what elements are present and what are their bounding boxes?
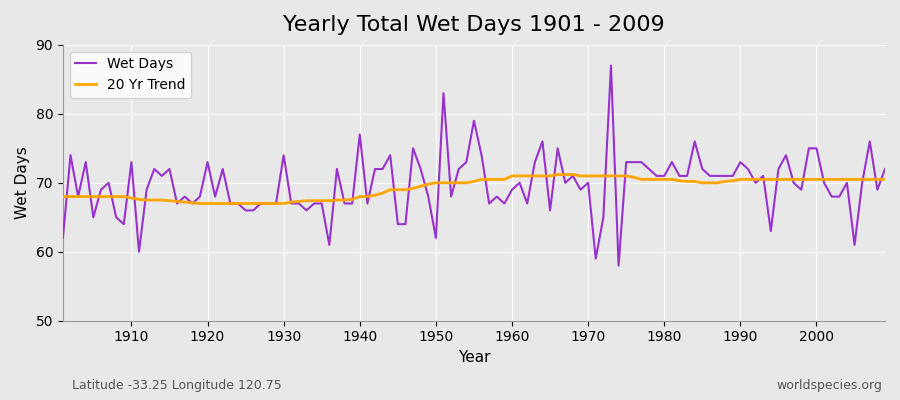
Wet Days [598, 215, 608, 220]
Title: Yearly Total Wet Days 1901 - 2009: Yearly Total Wet Days 1901 - 2009 [284, 15, 665, 35]
Wet Days [606, 63, 616, 68]
Wet Days [58, 236, 68, 240]
Text: worldspecies.org: worldspecies.org [776, 379, 882, 392]
Legend: Wet Days, 20 Yr Trend: Wet Days, 20 Yr Trend [70, 52, 192, 98]
20 Yr Trend [194, 201, 205, 206]
20 Yr Trend [879, 177, 890, 182]
Wet Days [879, 167, 890, 172]
Wet Days [286, 201, 297, 206]
20 Yr Trend [119, 194, 130, 199]
Y-axis label: Wet Days: Wet Days [15, 146, 30, 219]
Wet Days [507, 187, 517, 192]
20 Yr Trend [553, 172, 563, 177]
Line: 20 Yr Trend: 20 Yr Trend [63, 174, 885, 204]
Wet Days [613, 263, 624, 268]
Wet Days [331, 167, 342, 172]
20 Yr Trend [293, 199, 304, 204]
X-axis label: Year: Year [458, 350, 491, 365]
20 Yr Trend [58, 194, 68, 199]
20 Yr Trend [613, 174, 624, 178]
Wet Days [499, 201, 509, 206]
Wet Days [119, 222, 130, 226]
20 Yr Trend [507, 174, 517, 178]
Line: Wet Days: Wet Days [63, 66, 885, 266]
Text: Latitude -33.25 Longitude 120.75: Latitude -33.25 Longitude 120.75 [72, 379, 282, 392]
20 Yr Trend [514, 174, 525, 178]
20 Yr Trend [339, 198, 350, 202]
